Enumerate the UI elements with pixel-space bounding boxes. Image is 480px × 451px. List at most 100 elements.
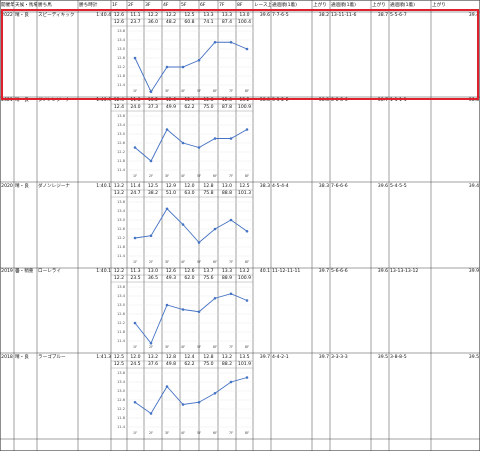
cumulative-cell[interactable]: 12.2 [113, 276, 125, 281]
last-3f-cell[interactable]: 39.4 [468, 184, 479, 189]
lap-cell[interactable]: 13.3 [203, 13, 214, 18]
last-3f-cell[interactable]: 38.2 [318, 13, 329, 18]
cumulative-cell[interactable]: 100.9 [237, 105, 252, 110]
passing-order-cell[interactable]: 13-13-13-12 [390, 269, 419, 274]
cumulative-cell[interactable]: 36.0 [147, 20, 159, 25]
cumulative-cell[interactable]: 74.1 [203, 20, 214, 25]
cumulative-cell[interactable]: 75.8 [203, 191, 214, 196]
lap-cell[interactable]: 12.4 [113, 98, 125, 103]
lap-cell[interactable]: 12.5 [184, 13, 195, 18]
cumulative-cell[interactable]: 75.6 [203, 276, 214, 281]
passing-order-cell[interactable]: 13-11-11-6 [331, 13, 357, 18]
cumulative-cell[interactable]: 60.8 [184, 20, 195, 25]
passing-order-cell[interactable]: 5-5-6-7 [390, 13, 407, 18]
lap-cell[interactable]: 13.2 [221, 355, 233, 360]
lap-cell[interactable]: 12.2 [165, 13, 177, 18]
time-cell[interactable]: 1:40.4 [96, 13, 111, 18]
cumulative-cell[interactable]: 100.4 [237, 20, 252, 25]
cumulative-cell[interactable]: 49.8 [165, 362, 177, 367]
last-3f-cell[interactable]: 39.6 [377, 269, 388, 274]
cumulative-cell[interactable]: 62.0 [184, 276, 195, 281]
lap-cell[interactable]: 12.5 [147, 184, 159, 189]
last-3f-cell[interactable]: 39.7 [318, 355, 329, 360]
lap-cell[interactable]: 13.3 [221, 269, 233, 274]
last-3f-cell[interactable]: 39.4 [468, 13, 479, 18]
lap-cell[interactable]: 12.0 [130, 355, 141, 360]
winner-cell[interactable]: ダノンレジーナ [38, 184, 71, 189]
header-cell[interactable]: 上がり [313, 3, 327, 8]
last-3f-cell[interactable]: 38.7 [377, 98, 388, 103]
last-3f-cell[interactable]: 38.8 [468, 98, 479, 103]
passing-order-cell[interactable]: 3-3-3-3 [331, 355, 348, 360]
year-cell[interactable]: 2022 [1, 13, 13, 18]
last-3f-cell[interactable]: 38.8 [318, 98, 329, 103]
lap-cell[interactable]: 13.2 [113, 184, 125, 189]
condition-cell[interactable]: 曇・稍重 [15, 269, 34, 274]
lap-cell[interactable]: 12.6 [184, 269, 195, 274]
passing-order-cell[interactable]: 3-8-8-5 [390, 355, 407, 360]
cumulative-cell[interactable]: 37.6 [147, 362, 159, 367]
header-cell[interactable]: 勝ち馬 [38, 3, 52, 8]
lap-cell[interactable]: 12.4 [184, 98, 195, 103]
cumulative-cell[interactable]: 101.9 [237, 362, 252, 367]
cumulative-cell[interactable]: 23.5 [130, 276, 141, 281]
cumulative-cell[interactable]: 49.3 [165, 276, 177, 281]
cumulative-cell[interactable]: 24.5 [130, 362, 141, 367]
lap-cell[interactable]: 12.2 [147, 13, 159, 18]
last-3f-cell[interactable]: 38.3 [318, 184, 329, 189]
last-3f-cell[interactable]: 39.7 [318, 269, 329, 274]
header-cell[interactable]: 3F [145, 3, 151, 8]
header-cell[interactable]: 2F [128, 3, 134, 8]
cumulative-cell[interactable]: 23.7 [130, 20, 141, 25]
lap-cell[interactable]: 12.0 [184, 184, 195, 189]
header-cell[interactable]: 8F [237, 3, 243, 8]
winner-cell[interactable]: スピーディキック [38, 13, 75, 18]
year-cell[interactable]: 2021 [1, 98, 13, 103]
header-cell[interactable]: 通過順(1着) [331, 3, 356, 8]
last-3f-cell[interactable]: 39.6 [377, 184, 388, 189]
cumulative-cell[interactable]: 88.9 [221, 276, 233, 281]
race-last-cell[interactable]: 38.3 [259, 184, 270, 189]
header-cell[interactable]: 勝ち時計 [79, 3, 98, 8]
cumulative-cell[interactable]: 75.0 [203, 362, 214, 367]
lap-cell[interactable]: 13.7 [203, 269, 214, 274]
cumulative-cell[interactable]: 87.4 [221, 20, 233, 25]
cumulative-cell[interactable]: 51.0 [165, 191, 177, 196]
passing-order-cell[interactable]: 7-6-6-6 [331, 184, 348, 189]
header-cell[interactable]: 開催年 [1, 3, 14, 8]
lap-cell[interactable]: 13.2 [147, 98, 159, 103]
passing-order-cell[interactable]: 8-8-8-6 [331, 98, 348, 103]
cumulative-cell[interactable]: 12.4 [113, 105, 125, 110]
race-last-cell[interactable]: 40.1 [259, 269, 270, 274]
passing-order-cell[interactable]: 7-7-6-5 [272, 13, 289, 18]
cumulative-cell[interactable]: 24.0 [130, 105, 141, 110]
last-3f-cell[interactable]: 39.9 [468, 269, 479, 274]
cumulative-cell[interactable]: 12.5 [113, 362, 125, 367]
header-cell[interactable]: 天候・馬場 [15, 3, 37, 8]
lap-cell[interactable]: 12.2 [113, 269, 125, 274]
passing-order-cell[interactable]: 5-4-5-5 [390, 184, 407, 189]
lap-cell[interactable]: 13.0 [239, 13, 250, 18]
cumulative-cell[interactable]: 63.0 [184, 191, 195, 196]
cumulative-cell[interactable]: 24.7 [130, 191, 141, 196]
year-cell[interactable]: 2020 [1, 184, 13, 189]
cumulative-cell[interactable]: 38.2 [147, 191, 159, 196]
header-cell[interactable]: レース上がり [254, 3, 271, 8]
lap-cell[interactable]: 12.8 [203, 355, 214, 360]
lap-cell[interactable]: 13.2 [239, 269, 250, 274]
lap-cell[interactable]: 12.9 [165, 184, 177, 189]
cumulative-cell[interactable]: 48.2 [165, 20, 177, 25]
last-3f-cell[interactable]: 39.5 [377, 355, 388, 360]
lap-cell[interactable]: 11.4 [130, 184, 141, 189]
time-cell[interactable]: 1:40.1 [96, 184, 111, 189]
header-cell[interactable]: 通過順(1着) [272, 3, 297, 8]
cumulative-cell[interactable]: 100.9 [237, 276, 252, 281]
year-cell[interactable]: 2019 [1, 269, 13, 274]
cumulative-cell[interactable]: 37.3 [147, 105, 159, 110]
header-cell[interactable]: 4F [163, 3, 169, 8]
winner-cell[interactable]: ローレライ [38, 269, 61, 274]
header-cell[interactable]: 5F [181, 3, 187, 8]
lap-cell[interactable]: 11.8 [130, 98, 141, 103]
passing-order-cell[interactable]: 1-1-1-1 [390, 98, 407, 103]
lap-cell[interactable]: 13.2 [147, 355, 159, 360]
